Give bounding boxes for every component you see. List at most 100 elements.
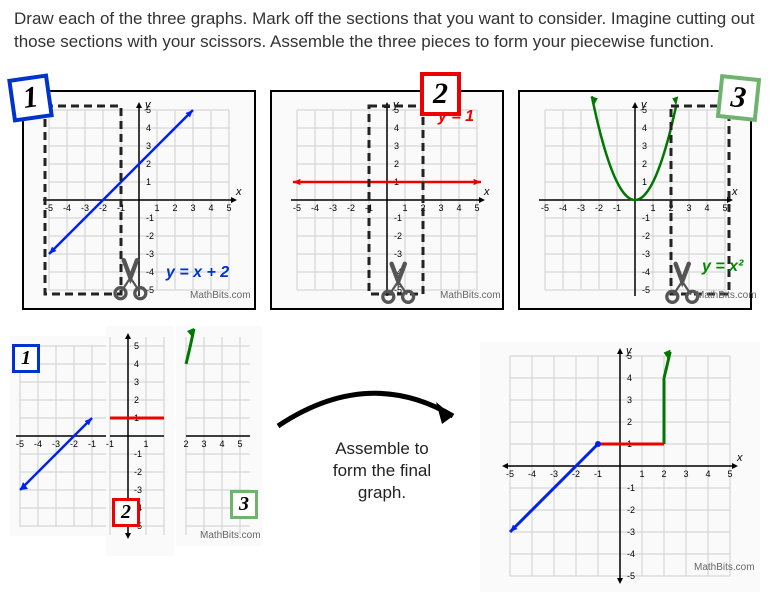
svg-text:-3: -3 bbox=[394, 249, 402, 259]
svg-text:3: 3 bbox=[627, 395, 632, 405]
svg-text:4: 4 bbox=[208, 203, 213, 213]
svg-text:4: 4 bbox=[642, 123, 647, 133]
svg-text:4: 4 bbox=[146, 123, 151, 133]
svg-text:-1: -1 bbox=[594, 469, 602, 479]
badge-2: 2 bbox=[420, 72, 461, 116]
svg-text:-4: -4 bbox=[559, 203, 567, 213]
svg-text:5: 5 bbox=[722, 203, 727, 213]
svg-text:3: 3 bbox=[642, 141, 647, 151]
attrib-1: MathBits.com bbox=[190, 290, 251, 301]
svg-text:-3: -3 bbox=[642, 249, 650, 259]
svg-text:5: 5 bbox=[727, 469, 732, 479]
svg-text:1: 1 bbox=[639, 469, 644, 479]
svg-text:1: 1 bbox=[642, 177, 647, 187]
svg-text:-5: -5 bbox=[293, 203, 301, 213]
assemble-arrow-svg bbox=[268, 376, 468, 446]
small-badge-1: 1 bbox=[12, 344, 40, 373]
svg-text:2: 2 bbox=[134, 395, 139, 405]
svg-text:3: 3 bbox=[394, 141, 399, 151]
svg-text:-2: -2 bbox=[627, 505, 635, 515]
svg-text:-5: -5 bbox=[506, 469, 514, 479]
instructions-text: Draw each of the three graphs. Mark off … bbox=[14, 8, 760, 54]
panel-3: -5-5-4-4-3-3-2-2-1-11122334455xy bbox=[518, 90, 752, 310]
svg-text:-3: -3 bbox=[146, 249, 154, 259]
svg-text:x: x bbox=[483, 186, 490, 198]
svg-text:1: 1 bbox=[402, 203, 407, 213]
small-badge-2: 2 bbox=[112, 498, 140, 527]
svg-text:3: 3 bbox=[190, 203, 195, 213]
svg-text:3: 3 bbox=[438, 203, 443, 213]
attrib-pieces: MathBits.com bbox=[200, 530, 261, 541]
svg-text:-1: -1 bbox=[627, 483, 635, 493]
svg-text:x: x bbox=[235, 186, 242, 198]
svg-text:3: 3 bbox=[201, 439, 206, 449]
assemble-l2: form the final bbox=[333, 461, 431, 480]
svg-text:5: 5 bbox=[226, 203, 231, 213]
attrib-final: MathBits.com bbox=[694, 562, 755, 573]
svg-text:-1: -1 bbox=[134, 449, 142, 459]
svg-text:1: 1 bbox=[650, 203, 655, 213]
svg-text:-4: -4 bbox=[34, 439, 42, 449]
svg-text:1: 1 bbox=[154, 203, 159, 213]
svg-text:4: 4 bbox=[627, 373, 632, 383]
svg-text:-3: -3 bbox=[577, 203, 585, 213]
svg-text:-4: -4 bbox=[528, 469, 536, 479]
svg-text:1: 1 bbox=[143, 439, 148, 449]
svg-text:3: 3 bbox=[134, 377, 139, 387]
svg-text:-2: -2 bbox=[146, 231, 154, 241]
svg-text:-1: -1 bbox=[613, 203, 621, 213]
svg-text:x: x bbox=[731, 186, 738, 198]
svg-text:-5: -5 bbox=[541, 203, 549, 213]
badge-1: 1 bbox=[7, 73, 54, 122]
svg-text:5: 5 bbox=[474, 203, 479, 213]
svg-text:-3: -3 bbox=[550, 469, 558, 479]
final-graph-svg: -5-5-4-4-3-3-2-2-1-11122334455xy bbox=[480, 342, 760, 592]
svg-text:3: 3 bbox=[683, 469, 688, 479]
svg-text:-4: -4 bbox=[63, 203, 71, 213]
svg-text:x: x bbox=[736, 452, 743, 464]
svg-text:-1: -1 bbox=[106, 439, 114, 449]
svg-text:2: 2 bbox=[394, 159, 399, 169]
svg-text:4: 4 bbox=[705, 469, 710, 479]
assemble-l3: graph. bbox=[358, 483, 406, 502]
svg-text:1: 1 bbox=[146, 177, 151, 187]
attrib-2: MathBits.com bbox=[440, 290, 501, 301]
svg-text:2: 2 bbox=[146, 159, 151, 169]
svg-text:-2: -2 bbox=[642, 231, 650, 241]
assemble-l1: Assemble to bbox=[335, 439, 429, 458]
svg-text:-2: -2 bbox=[347, 203, 355, 213]
equation-1: y = x + 2 bbox=[166, 264, 229, 282]
svg-text:-2: -2 bbox=[394, 231, 402, 241]
assemble-text: Assemble to form the final graph. bbox=[302, 438, 462, 504]
svg-text:2: 2 bbox=[661, 469, 666, 479]
attrib-3: MathBits.com bbox=[696, 290, 757, 301]
svg-text:-3: -3 bbox=[329, 203, 337, 213]
svg-text:-3: -3 bbox=[627, 527, 635, 537]
svg-text:-3: -3 bbox=[134, 485, 142, 495]
svg-text:4: 4 bbox=[394, 123, 399, 133]
final-graph: -5-5-4-4-3-3-2-2-1-11122334455xy bbox=[480, 342, 760, 592]
svg-text:5: 5 bbox=[237, 439, 242, 449]
svg-text:3: 3 bbox=[686, 203, 691, 213]
svg-text:-4: -4 bbox=[146, 267, 154, 277]
svg-text:4: 4 bbox=[456, 203, 461, 213]
svg-text:4: 4 bbox=[134, 359, 139, 369]
svg-text:-2: -2 bbox=[595, 203, 603, 213]
equation-3: y = x² bbox=[702, 258, 743, 276]
svg-text:-1: -1 bbox=[146, 213, 154, 223]
svg-text:-1: -1 bbox=[88, 439, 96, 449]
svg-text:2: 2 bbox=[627, 417, 632, 427]
badge-3: 3 bbox=[716, 74, 761, 122]
svg-text:-5: -5 bbox=[627, 571, 635, 581]
svg-text:-5: -5 bbox=[642, 285, 650, 295]
svg-text:2: 2 bbox=[642, 159, 647, 169]
svg-text:-4: -4 bbox=[311, 203, 319, 213]
svg-text:2: 2 bbox=[183, 439, 188, 449]
svg-text:2: 2 bbox=[172, 203, 177, 213]
svg-text:-1: -1 bbox=[394, 213, 402, 223]
svg-text:-4: -4 bbox=[642, 267, 650, 277]
svg-text:4: 4 bbox=[219, 439, 224, 449]
svg-text:-1: -1 bbox=[642, 213, 650, 223]
svg-text:-3: -3 bbox=[81, 203, 89, 213]
svg-text:3: 3 bbox=[146, 141, 151, 151]
